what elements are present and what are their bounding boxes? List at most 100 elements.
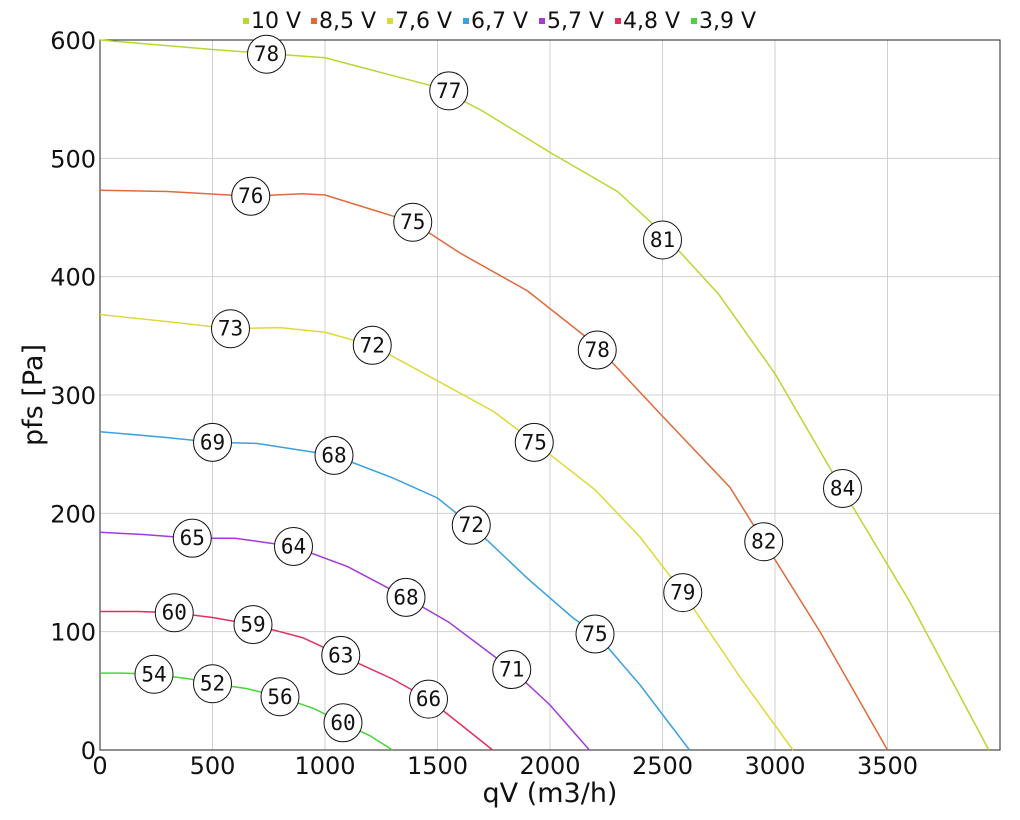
point-marker (451, 505, 491, 545)
legend-swatch (243, 18, 249, 24)
point-label: 63 (321, 635, 361, 675)
point-label: 79 (663, 573, 703, 613)
legend-swatch (311, 18, 317, 24)
point-marker (393, 202, 433, 242)
x-axis-title: qV (m3/h) (483, 778, 618, 809)
legend-label: 3,9 V (699, 9, 756, 34)
point-value-label: 78 (254, 42, 279, 66)
point-labels: 78 77 81 84 76 75 78 82 73 72 75 79 69 68 72 75 65 64 68 71… (134, 34, 862, 743)
point-label: 68 (314, 435, 354, 475)
point-label: 66 (409, 679, 448, 719)
point-label: 56 (260, 677, 300, 717)
y-tick-label: 100 (50, 619, 96, 647)
point-marker (577, 330, 617, 370)
legend-item: 6,7 V (463, 9, 528, 34)
point-label: 54 (134, 654, 174, 694)
point-value-label: 77 (436, 79, 461, 103)
x-tick-label: 3500 (857, 752, 918, 780)
legend-item: 10 V (243, 9, 301, 34)
point-label: 71 (492, 650, 532, 690)
point-marker (193, 664, 232, 704)
point-marker (231, 176, 271, 216)
point-label: 78 (247, 34, 286, 74)
point-value-label: 68 (393, 585, 418, 609)
x-tick-label: 500 (190, 752, 236, 780)
point-label: 52 (193, 664, 232, 704)
point-label: 68 (386, 577, 426, 617)
legend-item: 3,9 V (691, 9, 756, 34)
point-value-label: 72 (360, 333, 385, 357)
point-label: 65 (172, 518, 212, 558)
y-tick-label: 400 (50, 264, 96, 292)
point-label: 60 (323, 703, 363, 743)
point-marker (663, 573, 703, 613)
point-marker (409, 679, 448, 719)
point-value-label: 84 (830, 476, 855, 500)
legend-label: 4,8 V (623, 9, 680, 34)
point-marker (154, 593, 194, 633)
point-value-label: 81 (650, 228, 675, 252)
point-marker (492, 650, 532, 690)
point-label: 73 (211, 309, 250, 349)
point-marker (260, 677, 300, 717)
point-label: 60 (154, 593, 194, 633)
point-value-label: 65 (180, 526, 205, 550)
point-marker (643, 220, 682, 260)
point-value-label: 56 (267, 685, 292, 709)
y-axis-title: pfs [Pa] (18, 344, 49, 446)
point-marker (514, 422, 554, 462)
point-value-label: 60 (162, 601, 187, 625)
legend-item: 4,8 V (615, 9, 680, 34)
series-line (99, 39, 990, 751)
point-label: 81 (643, 220, 682, 260)
point-value-label: 73 (218, 317, 243, 341)
point-marker (321, 635, 361, 675)
legend-item: 5,7 V (539, 9, 604, 34)
legend-item: 8,5 V (311, 9, 376, 34)
point-label: 77 (429, 71, 469, 111)
point-value-label: 72 (459, 513, 484, 537)
point-value-label: 75 (582, 622, 607, 646)
legend-label: 6,7 V (471, 9, 528, 34)
x-tick-label: 3000 (744, 752, 805, 780)
point-value-label: 66 (416, 687, 441, 711)
point-value-label: 68 (321, 443, 346, 467)
point-label: 64 (274, 526, 313, 566)
legend: 10 V 8,5 V 7,6 V 6,7 V 5,7 V 4,8 V 3,9 V (243, 9, 756, 34)
point-value-label: 64 (281, 534, 306, 558)
y-axis-ticks: 0 100 200 300 400 500 600 (50, 27, 96, 765)
point-marker (386, 577, 426, 617)
legend-swatch (691, 18, 697, 24)
plot-frame (99, 39, 1001, 751)
legend-label: 8,5 V (319, 9, 376, 34)
point-marker (575, 614, 615, 654)
point-value-label: 60 (330, 711, 355, 735)
point-label: 72 (352, 325, 392, 365)
x-tick-label: 1500 (407, 752, 468, 780)
grid (100, 40, 1000, 750)
point-label: 76 (231, 176, 271, 216)
y-tick-label: 500 (50, 145, 96, 173)
x-tick-label: 2500 (632, 752, 693, 780)
point-value-label: 78 (585, 338, 610, 362)
point-marker (233, 605, 273, 645)
point-label: 78 (577, 330, 617, 370)
point-marker (134, 654, 174, 694)
legend-label: 5,7 V (547, 9, 604, 34)
point-value-label: 54 (141, 662, 166, 686)
point-label: 75 (575, 614, 615, 654)
x-tick-label: 0 (92, 752, 107, 780)
point-value-label: 82 (751, 530, 776, 554)
point-label: 75 (514, 422, 554, 462)
point-label: 75 (393, 202, 433, 242)
point-marker (744, 522, 784, 562)
legend-label: 7,6 V (395, 9, 452, 34)
point-value-label: 75 (522, 430, 547, 454)
legend-swatch (615, 18, 621, 24)
point-value-label: 69 (200, 430, 225, 454)
point-marker (172, 518, 212, 558)
point-marker (247, 34, 286, 74)
point-value-label: 75 (400, 210, 425, 234)
point-marker (429, 71, 469, 111)
